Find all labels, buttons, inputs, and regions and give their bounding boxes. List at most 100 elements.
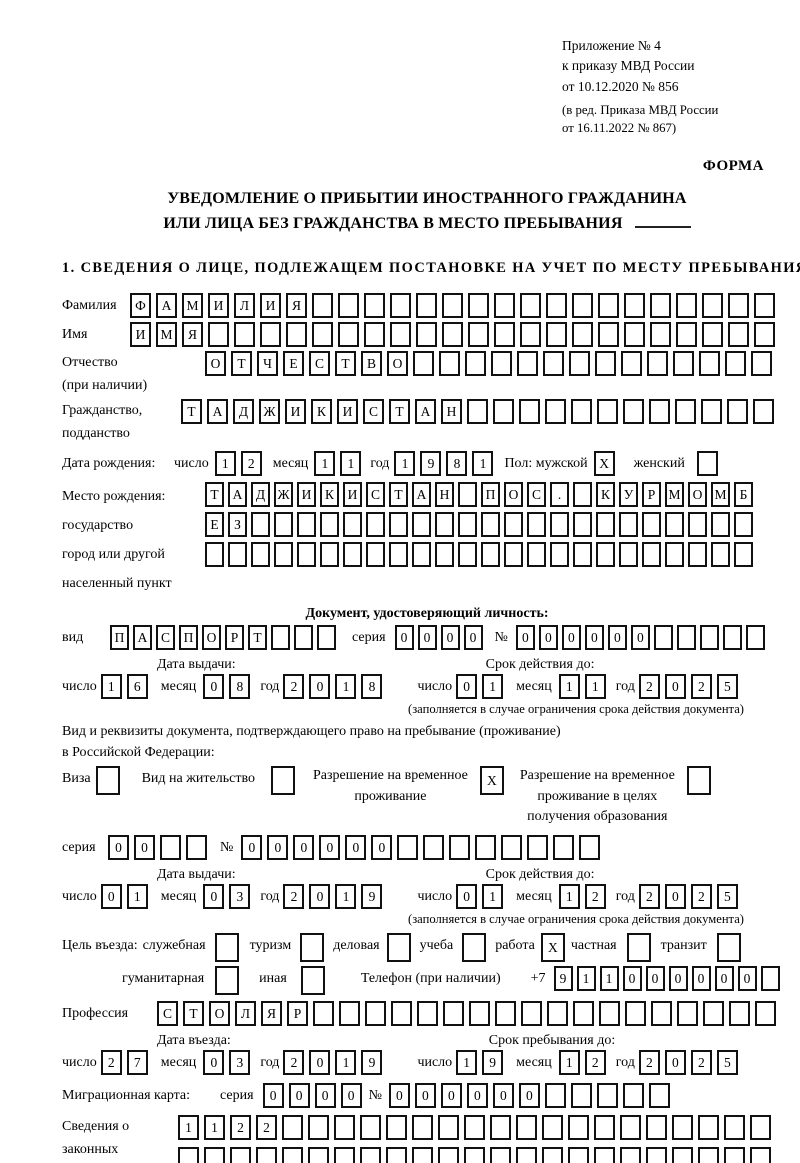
char-cell[interactable]: 0	[538, 625, 558, 651]
char-cell[interactable]: 1	[100, 674, 122, 700]
char-cell[interactable]	[527, 835, 549, 861]
char-cell[interactable]: 0	[394, 625, 414, 651]
char-cell[interactable]	[95, 766, 120, 796]
char-cell[interactable]: О	[504, 482, 523, 508]
char-cell[interactable]: 1	[340, 451, 362, 477]
char-cell[interactable]	[443, 1001, 464, 1027]
trp-edu-checkbox[interactable]	[686, 766, 711, 796]
char-cell[interactable]	[360, 1147, 381, 1163]
char-cell[interactable]: Р	[287, 1001, 308, 1027]
char-cell[interactable]	[468, 293, 489, 319]
char-cell[interactable]: 2	[638, 884, 660, 910]
char-cell[interactable]	[464, 1147, 485, 1163]
char-cell[interactable]	[334, 1147, 355, 1163]
char-cell[interactable]: 0	[340, 1083, 362, 1109]
char-cell[interactable]: 0	[203, 1050, 225, 1076]
char-cell[interactable]	[622, 1083, 644, 1109]
char-cell[interactable]: И	[297, 482, 316, 508]
char-cell[interactable]	[364, 322, 385, 348]
char-cell[interactable]: 0	[456, 674, 478, 700]
char-cell[interactable]: Ч	[257, 351, 278, 377]
purpose-humanitarian-checkbox[interactable]	[215, 966, 240, 996]
char-cell[interactable]: 2	[690, 674, 712, 700]
char-cell[interactable]: 0	[515, 625, 535, 651]
char-cell[interactable]: 0	[309, 1050, 331, 1076]
char-cell[interactable]	[458, 482, 477, 508]
char-cell[interactable]	[282, 1115, 303, 1141]
char-cell[interactable]: К	[596, 482, 615, 508]
char-cell[interactable]	[465, 351, 486, 377]
char-cell[interactable]: 6	[126, 674, 148, 700]
char-cell[interactable]	[626, 933, 651, 963]
char-cell[interactable]: 2	[283, 674, 305, 700]
representatives-cells-2[interactable]	[178, 1147, 776, 1163]
char-cell[interactable]: 0	[492, 1083, 514, 1109]
char-cell[interactable]	[728, 293, 749, 319]
char-cell[interactable]: 2	[584, 1050, 606, 1076]
char-cell[interactable]	[435, 512, 454, 538]
char-cell[interactable]: 0	[630, 625, 650, 651]
char-cell[interactable]: 9	[361, 884, 383, 910]
char-cell[interactable]	[734, 542, 753, 568]
char-cell[interactable]	[596, 542, 615, 568]
char-cell[interactable]	[760, 966, 780, 992]
char-cell[interactable]	[490, 1115, 511, 1141]
char-cell[interactable]	[573, 1001, 594, 1027]
char-cell[interactable]	[727, 399, 748, 425]
char-cell[interactable]	[569, 351, 590, 377]
char-cell[interactable]	[520, 322, 541, 348]
char-cell[interactable]	[521, 1001, 542, 1027]
char-cell[interactable]	[595, 351, 616, 377]
char-cell[interactable]: 0	[108, 835, 129, 861]
char-cell[interactable]	[256, 1147, 277, 1163]
char-cell[interactable]	[412, 1115, 433, 1141]
char-cell[interactable]	[423, 835, 445, 861]
char-cell[interactable]	[442, 322, 463, 348]
char-cell[interactable]: 0	[737, 966, 757, 992]
char-cell[interactable]	[598, 322, 619, 348]
char-cell[interactable]	[665, 542, 684, 568]
char-cell[interactable]: 2	[283, 1050, 305, 1076]
char-cell[interactable]: К	[311, 399, 332, 425]
char-cell[interactable]: 1	[335, 884, 357, 910]
char-cell[interactable]	[412, 512, 431, 538]
char-cell[interactable]	[677, 1001, 698, 1027]
char-cell[interactable]: 0	[463, 625, 483, 651]
char-cell[interactable]	[702, 322, 723, 348]
purpose-tourism-checkbox[interactable]	[300, 933, 325, 963]
char-cell[interactable]	[711, 542, 730, 568]
char-cell[interactable]	[449, 835, 471, 861]
char-cell[interactable]	[439, 351, 460, 377]
char-cell[interactable]	[186, 835, 207, 861]
char-cell[interactable]: Л	[235, 1001, 256, 1027]
char-cell[interactable]	[413, 351, 434, 377]
char-cell[interactable]	[547, 1001, 568, 1027]
char-cell[interactable]	[579, 835, 601, 861]
char-cell[interactable]: Т	[248, 625, 267, 651]
char-cell[interactable]	[703, 1001, 724, 1027]
char-cell[interactable]	[517, 351, 538, 377]
char-cell[interactable]	[416, 322, 437, 348]
char-cell[interactable]	[491, 351, 512, 377]
char-cell[interactable]	[475, 835, 497, 861]
char-cell[interactable]: 1	[126, 884, 148, 910]
char-cell[interactable]: П	[179, 625, 198, 651]
char-cell[interactable]: 0	[309, 674, 331, 700]
char-cell[interactable]	[546, 293, 567, 319]
char-cell[interactable]: 2	[256, 1115, 277, 1141]
char-cell[interactable]: О	[209, 1001, 230, 1027]
char-cell[interactable]: Р	[225, 625, 244, 651]
purpose-business-checkbox[interactable]	[386, 933, 411, 963]
char-cell[interactable]	[366, 512, 385, 538]
char-cell[interactable]: О	[387, 351, 408, 377]
char-cell[interactable]	[516, 1147, 537, 1163]
char-cell[interactable]	[338, 322, 359, 348]
